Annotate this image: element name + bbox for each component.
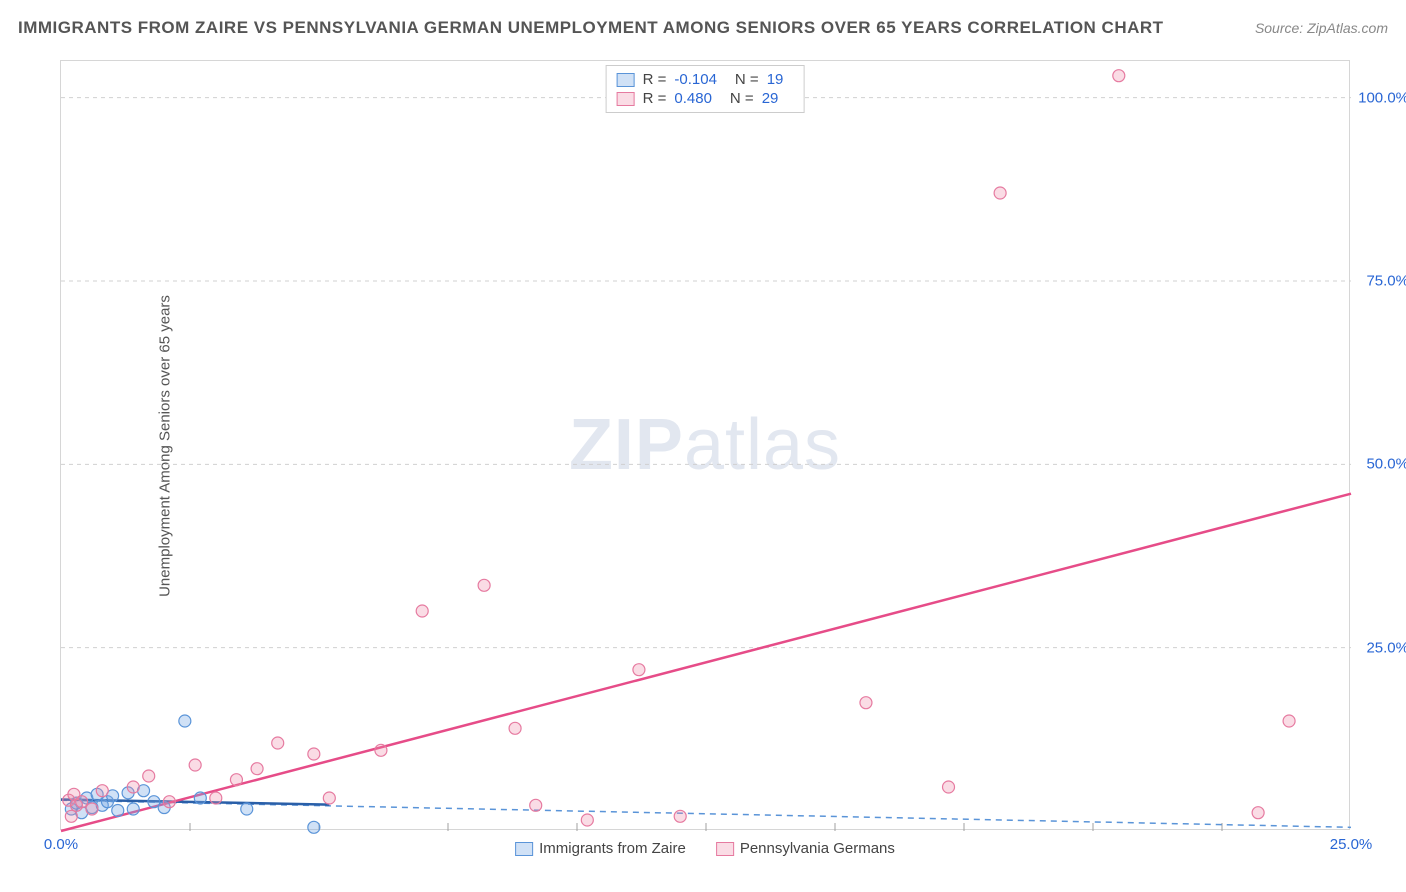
- y-tick-label: 25.0%: [1366, 639, 1406, 656]
- legend-stats: R = -0.104 N = 19 R = 0.480 N = 29: [606, 65, 805, 113]
- swatch-pink: [617, 92, 635, 106]
- scatter-plot: [61, 61, 1351, 831]
- legend-label: Immigrants from Zaire: [539, 840, 686, 857]
- y-tick-label: 100.0%: [1358, 89, 1406, 106]
- header: IMMIGRANTS FROM ZAIRE VS PENNSYLVANIA GE…: [18, 18, 1388, 38]
- y-tick-label: 50.0%: [1366, 456, 1406, 473]
- legend-series: Immigrants from Zaire Pennsylvania German…: [515, 840, 895, 857]
- x-tick-label: 25.0%: [1330, 836, 1373, 853]
- chart-area: ZIPatlas R = -0.104 N = 19 R = 0.480 N =…: [60, 60, 1350, 830]
- page-title: IMMIGRANTS FROM ZAIRE VS PENNSYLVANIA GE…: [18, 18, 1164, 38]
- x-tick-label: 0.0%: [44, 836, 78, 853]
- swatch-blue: [617, 73, 635, 87]
- legend-stats-row-pink: R = 0.480 N = 29: [617, 89, 794, 108]
- legend-series-item: Immigrants from Zaire: [515, 840, 686, 857]
- legend-label: Pennsylvania Germans: [740, 840, 895, 857]
- y-tick-label: 75.0%: [1366, 273, 1406, 290]
- legend-swatch: [515, 842, 533, 856]
- source-attribution: Source: ZipAtlas.com: [1255, 20, 1388, 36]
- legend-swatch: [716, 842, 734, 856]
- legend-series-item: Pennsylvania Germans: [716, 840, 895, 857]
- legend-stats-row-blue: R = -0.104 N = 19: [617, 70, 794, 89]
